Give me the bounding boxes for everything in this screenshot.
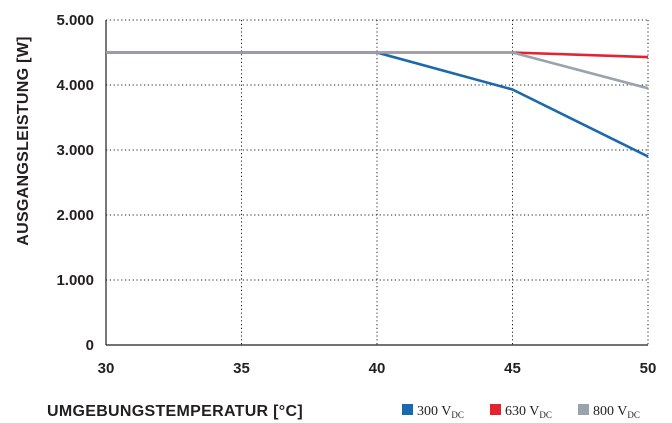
- grid: [106, 19, 649, 345]
- x-tick-label: 45: [504, 360, 521, 377]
- y-axis-ticks: 0 1.000 2.000 3.000 4.000 5.000: [56, 12, 94, 354]
- y-tick-label: 4.000: [56, 77, 94, 94]
- series-line-800-v: [106, 51, 649, 90]
- legend-label: 300 VDC: [417, 404, 464, 420]
- legend-label: 800 VDC: [593, 404, 640, 420]
- y-tick-label: 2.000: [56, 207, 94, 224]
- y-tick-label: 1.000: [56, 272, 94, 289]
- legend-swatch: [402, 404, 413, 415]
- x-tick-label: 50: [640, 360, 657, 377]
- y-tick-label: 5.000: [56, 12, 94, 29]
- legend: 300 VDC 630 VDC 800 VDC: [402, 404, 640, 420]
- y-tick-label: 0: [86, 337, 94, 354]
- legend-swatch: [490, 404, 501, 415]
- x-axis-ticks: 30 35 40 45 50: [98, 360, 657, 377]
- x-tick-label: 35: [233, 360, 250, 377]
- plot-frame: [105, 20, 648, 346]
- legend-label: 630 VDC: [505, 404, 552, 420]
- x-tick-label: 30: [98, 360, 115, 377]
- series-layer: [106, 51, 649, 158]
- legend-swatch: [578, 404, 589, 415]
- x-axis-title: UMGEBUNGSTEMPERATUR [°C]: [47, 403, 303, 420]
- y-axis-title: AUSGANGSLEISTUNG [W]: [15, 36, 32, 246]
- x-tick-label: 40: [369, 360, 386, 377]
- y-tick-label: 3.000: [56, 142, 94, 159]
